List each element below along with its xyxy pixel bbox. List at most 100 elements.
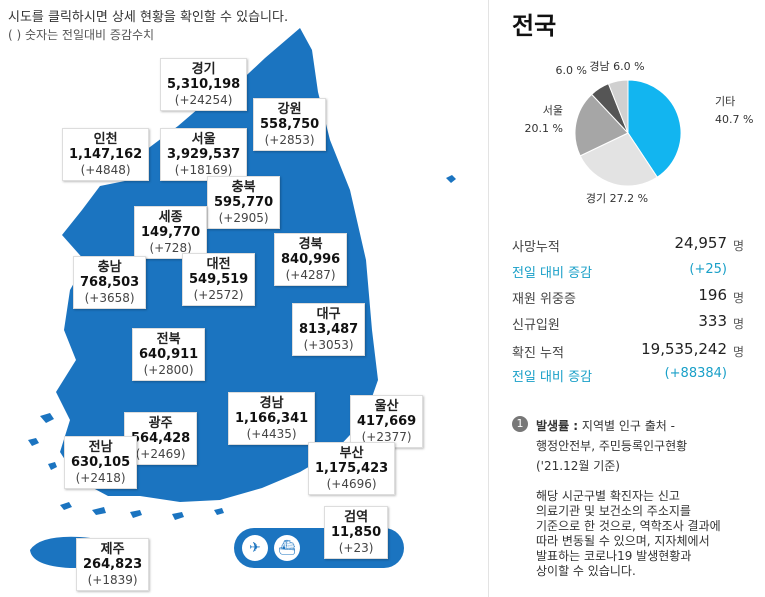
note-source-text: 지역별 인구 출처 - — [578, 419, 675, 433]
region-name: 제주 — [100, 542, 125, 557]
region-total: 3,929,537 — [167, 147, 241, 163]
region-busan[interactable]: 부산 1,175,423 (+4696) — [308, 442, 396, 495]
note-paragraph-line: 해당 시군구별 확진자는 신고 — [536, 489, 680, 503]
region-total: 549,519 — [189, 272, 249, 288]
region-total: 11,850 — [331, 525, 382, 541]
stat-label-confirmed-change: 전일 대비 증감 — [512, 370, 593, 385]
pie-slice-label: 경남 6.0 % — [589, 60, 644, 73]
note-incidence-line1: 발생률 : 지역별 인구 출처 - — [536, 417, 675, 434]
region-name: 강원 — [277, 102, 302, 117]
region-total: 558,750 — [260, 117, 320, 133]
region-name: 광주 — [148, 416, 173, 431]
region-total: 595,770 — [214, 195, 274, 211]
pie-slice — [579, 132, 658, 187]
region-diff: (+728) — [149, 240, 192, 255]
region-diff: (+4435) — [246, 426, 297, 441]
stat-unit: 명 — [733, 239, 745, 253]
region-total: 1,175,423 — [315, 461, 389, 477]
region-diff: (+2377) — [361, 429, 412, 444]
region-diff: (+4848) — [80, 162, 131, 177]
region-total: 1,166,341 — [235, 411, 309, 427]
national-title: 전국 — [512, 12, 557, 40]
region-name: 전남 — [88, 440, 113, 455]
region-sejong[interactable]: 세종 149,770 (+728) — [134, 206, 208, 259]
region-name: 경북 — [298, 237, 323, 252]
note-paragraph-line: 기준으로 한 것으로, 역학조사 결과에 — [536, 519, 721, 533]
region-total: 1,147,162 — [69, 147, 143, 163]
stat-value-new-admissions: 333 — [698, 312, 727, 330]
region-diff: (+2572) — [193, 287, 244, 302]
region-diff: (+2905) — [218, 210, 269, 225]
ship-icon: ⛴ — [274, 535, 300, 561]
region-diff: (+3053) — [303, 337, 354, 352]
region-gangwon[interactable]: 강원 558,750 (+2853) — [253, 98, 327, 151]
stat-label-new-admissions: 신규입원 — [512, 318, 560, 333]
stat-value-confirmed: 19,535,242 — [641, 340, 727, 358]
stat-unit: 명 — [733, 317, 745, 331]
region-diff: (+4287) — [285, 267, 336, 282]
pie-slice-label: 경기 27.2 % — [586, 192, 648, 205]
note-source-line3: ('21.12월 기준) — [536, 459, 620, 473]
region-total: 417,669 — [357, 414, 417, 430]
region-total: 149,770 — [141, 225, 201, 241]
region-name: 인천 — [93, 132, 118, 147]
region-chungnam[interactable]: 충남 768,503 (+3658) — [73, 256, 147, 309]
region-jeju[interactable]: 제주 264,823 (+1839) — [76, 538, 150, 591]
stat-value-confirmed-change: (+88384) — [664, 366, 727, 381]
region-daegu[interactable]: 대구 813,487 (+3053) — [292, 303, 366, 356]
region-total: 768,503 — [80, 275, 140, 291]
region-total: 630,105 — [71, 455, 131, 471]
pie-slice-label: 6.0 % — [556, 64, 587, 77]
region-jeonbuk[interactable]: 전북 640,911 (+2800) — [132, 328, 206, 381]
region-gyeonggi[interactable]: 경기 5,310,198 (+24254) — [160, 58, 248, 111]
region-gyeongnam[interactable]: 경남 1,166,341 (+4435) — [228, 392, 316, 445]
region-chungbuk[interactable]: 충북 595,770 (+2905) — [207, 176, 281, 229]
region-gyeongbuk[interactable]: 경북 840,996 (+4287) — [274, 233, 348, 286]
note-paragraph-line: 따라 변동될 수 있으며, 지자체에서 — [536, 534, 710, 548]
region-total: 564,428 — [131, 431, 191, 447]
pie-slice — [607, 79, 629, 134]
stat-label-confirmed: 확진 누적 — [512, 346, 564, 361]
region-name: 서울 — [191, 132, 216, 147]
region-diff: (+2853) — [264, 132, 315, 147]
region-daejeon[interactable]: 대전 549,519 (+2572) — [182, 253, 256, 306]
region-incheon[interactable]: 인천 1,147,162 (+4848) — [62, 128, 150, 181]
region-quarantine[interactable]: 검역 11,850 (+23) — [324, 506, 389, 559]
notice-line-1: 시도를 클릭하시면 상세 현황을 확인할 수 있습니다. — [8, 10, 289, 25]
pie-slice-percent: 40.7 % — [715, 113, 753, 126]
region-total: 840,996 — [281, 252, 341, 268]
region-diff: (+2800) — [143, 362, 194, 377]
region-diff: (+23) — [338, 540, 374, 555]
ulleung-island — [446, 175, 456, 183]
region-name: 경남 — [259, 396, 284, 411]
region-diff: (+18169) — [174, 162, 233, 177]
region-diff: (+4696) — [326, 476, 377, 491]
region-name: 대전 — [206, 257, 231, 272]
stat-label-critical: 재원 위중증 — [512, 292, 576, 307]
region-name: 경기 — [191, 62, 216, 77]
note-number-badge: 1 — [512, 416, 528, 432]
pie-slice-label: 서울 — [543, 104, 563, 117]
note-paragraph-line: 발표하는 코로나19 발생현황과 — [536, 549, 692, 563]
airplane-icon: ✈ — [242, 535, 268, 561]
region-name: 충북 — [231, 180, 256, 195]
note-paragraph-line: 의료기관 및 보건소의 주소지를 — [536, 504, 691, 518]
region-diff: (+24254) — [174, 92, 233, 107]
pie-slice — [574, 93, 629, 157]
region-name: 검역 — [344, 510, 369, 525]
pie-slice-label: 기타 — [715, 95, 735, 108]
region-diff: (+3658) — [84, 290, 135, 305]
region-diff: (+1839) — [87, 572, 138, 587]
notice-line-2: ( ) 숫자는 전일대비 증감수치 — [8, 28, 155, 42]
region-name: 대구 — [316, 307, 341, 322]
region-seoul[interactable]: 서울 3,929,537 (+18169) — [160, 128, 248, 181]
stat-label-deaths: 사망누적 — [512, 240, 560, 255]
stat-value-deaths: 24,957 — [674, 234, 728, 252]
stat-unit: 명 — [733, 345, 745, 359]
region-jeonnam[interactable]: 전남 630,105 (+2418) — [64, 436, 138, 489]
region-ulsan[interactable]: 울산 417,669 (+2377) — [350, 395, 424, 448]
region-diff: (+2469) — [135, 446, 186, 461]
note-title: 발생률 : — [536, 419, 579, 433]
region-name: 전북 — [156, 332, 181, 347]
region-name: 충남 — [97, 260, 122, 275]
